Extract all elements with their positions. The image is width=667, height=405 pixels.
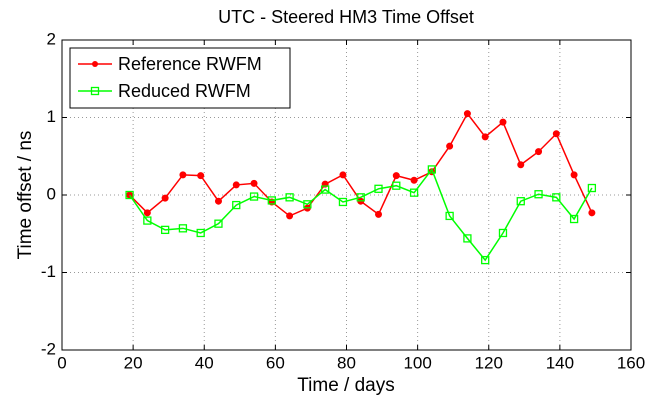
marker — [409, 188, 419, 197]
marker — [303, 200, 312, 209]
marker — [410, 176, 418, 184]
marker — [463, 110, 471, 118]
marker — [552, 130, 560, 138]
marker — [143, 209, 151, 217]
x-tick-label: 120 — [475, 353, 503, 372]
marker — [392, 181, 401, 190]
marker — [374, 184, 383, 193]
legend-marker — [90, 86, 100, 96]
marker — [516, 197, 525, 206]
marker — [232, 181, 240, 189]
marker — [499, 118, 507, 126]
y-tick-label: -1 — [41, 262, 56, 281]
marker — [569, 214, 579, 224]
x-tick-label: 80 — [337, 353, 356, 372]
x-tick-label: 60 — [266, 353, 285, 372]
marker — [375, 210, 383, 218]
marker — [463, 234, 472, 243]
marker — [498, 228, 508, 238]
chart-title: UTC - Steered HM3 Time Offset — [218, 7, 474, 27]
x-tick-label: 0 — [57, 353, 66, 372]
marker — [197, 172, 205, 180]
x-axis-label: Time / days — [297, 375, 395, 396]
marker — [160, 225, 170, 235]
marker — [392, 172, 400, 180]
line — [128, 167, 593, 262]
marker — [178, 224, 188, 233]
marker — [286, 212, 294, 220]
marker — [445, 211, 454, 221]
legend: Reference RWFM Reduced RWFM — [69, 47, 291, 109]
marker — [179, 171, 187, 179]
marker — [250, 179, 258, 187]
marker — [161, 194, 169, 202]
marker — [267, 196, 276, 205]
y-tick-label: -2 — [41, 339, 56, 358]
marker — [338, 197, 348, 207]
marker — [534, 190, 543, 199]
marker — [481, 133, 489, 141]
y-tick-label: 1 — [47, 107, 56, 126]
marker — [249, 192, 259, 201]
marker — [446, 142, 454, 150]
marker — [356, 193, 365, 202]
marker — [517, 161, 525, 169]
marker — [232, 200, 241, 210]
legend-box — [69, 47, 291, 109]
marker — [321, 185, 330, 194]
marker — [587, 183, 597, 193]
marker — [588, 209, 596, 217]
x-tick-label: 100 — [403, 353, 431, 372]
marker — [339, 171, 347, 179]
x-tick-label: 40 — [195, 353, 214, 372]
plot-frame — [61, 39, 632, 351]
legend-label: Reduced RWFM — [118, 81, 251, 101]
marker — [214, 219, 223, 228]
marker — [535, 148, 543, 156]
series — [125, 165, 597, 265]
y-tick-label: 2 — [47, 29, 56, 48]
marker — [214, 197, 222, 205]
marker — [125, 190, 134, 200]
legend-label: Reference RWFM — [118, 54, 262, 74]
y-tick-label: 0 — [47, 184, 56, 203]
legend-marker — [92, 61, 98, 67]
marker — [143, 216, 152, 225]
x-tick-label: 20 — [124, 353, 143, 372]
marker — [285, 193, 294, 202]
marker — [196, 228, 205, 238]
y-axis-label: Time offset / ns — [15, 131, 36, 260]
marker — [427, 165, 437, 174]
marker — [481, 255, 490, 265]
x-tick-label: 140 — [546, 353, 574, 372]
x-tick-label: 160 — [617, 353, 645, 372]
marker — [552, 193, 561, 202]
marker — [570, 171, 578, 179]
